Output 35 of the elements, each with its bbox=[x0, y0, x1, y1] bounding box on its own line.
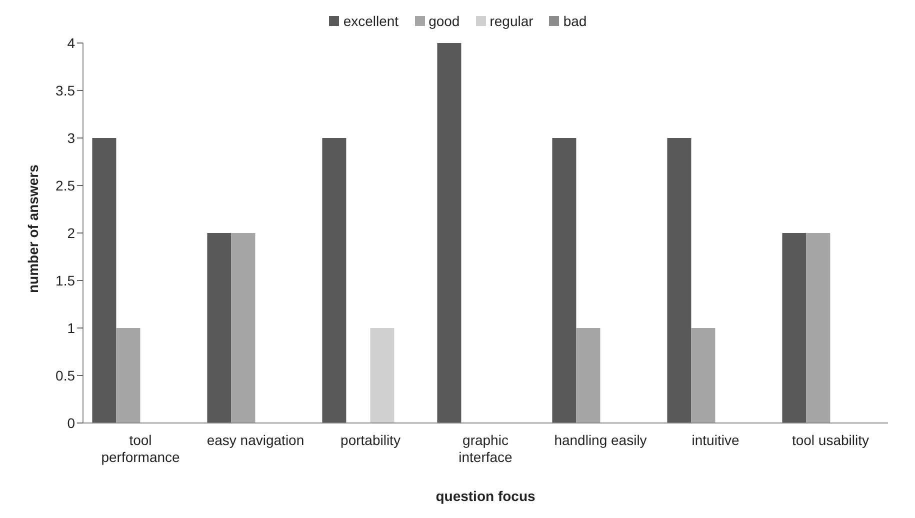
bar bbox=[552, 138, 576, 423]
bar bbox=[806, 233, 830, 423]
x-tick-label: easy navigation bbox=[206, 432, 304, 448]
bar bbox=[691, 328, 716, 423]
x-tick-label: tool usability bbox=[792, 432, 870, 448]
bar bbox=[782, 233, 806, 423]
legend-label: bad bbox=[563, 13, 587, 29]
y-axis-title: number of answers bbox=[24, 164, 41, 293]
y-tick-label: 0.5 bbox=[56, 367, 76, 384]
y-tick-label: 2.5 bbox=[56, 177, 76, 194]
bar bbox=[437, 43, 462, 423]
x-tick-label: graphic interface bbox=[458, 432, 513, 465]
y-tick-label: 2 bbox=[67, 224, 76, 241]
bar bbox=[231, 233, 256, 423]
bar bbox=[667, 138, 692, 423]
x-tick-label: intuitive bbox=[692, 432, 740, 448]
bar bbox=[92, 138, 116, 423]
x-axis-title: question focus bbox=[436, 488, 536, 504]
y-tick-label: 3.5 bbox=[56, 82, 76, 98]
x-tick-label: portability bbox=[340, 432, 400, 448]
legend-label: regular bbox=[490, 13, 534, 29]
bar bbox=[322, 138, 346, 423]
bar bbox=[207, 233, 232, 423]
legend-label: good bbox=[428, 13, 460, 29]
bar bbox=[576, 328, 600, 423]
y-tick-label: 1 bbox=[67, 320, 76, 336]
x-tick-label: tool performance bbox=[101, 432, 180, 465]
bar bbox=[370, 328, 394, 423]
y-tick-label: 4 bbox=[67, 34, 76, 51]
y-tick-label: 3 bbox=[67, 130, 76, 146]
y-tick-label: 0 bbox=[67, 414, 76, 431]
x-tick-label: handling easily bbox=[554, 432, 647, 448]
bar bbox=[116, 328, 140, 423]
y-tick-label: 1.5 bbox=[56, 272, 76, 288]
legend-label: excellent bbox=[343, 13, 399, 29]
